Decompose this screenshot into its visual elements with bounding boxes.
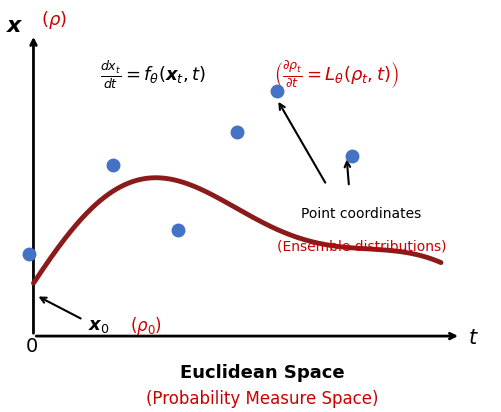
- Text: $t$: $t$: [467, 328, 478, 348]
- Text: $\frac{dx_t}{dt} = f_\theta(\boldsymbol{x}_t, t)$: $\frac{dx_t}{dt} = f_\theta(\boldsymbol{…: [100, 59, 205, 91]
- Text: $\boldsymbol{x}_0$: $\boldsymbol{x}_0$: [88, 317, 110, 335]
- Text: $(\rho)$: $(\rho)$: [41, 9, 67, 31]
- Text: (Probability Measure Space): (Probability Measure Space): [145, 390, 378, 408]
- Text: (Ensemble distributions): (Ensemble distributions): [276, 239, 445, 253]
- Text: Point coordinates: Point coordinates: [301, 207, 421, 221]
- Text: $\boldsymbol{x}$: $\boldsymbol{x}$: [6, 16, 24, 36]
- Text: $(\rho_0)$: $(\rho_0)$: [130, 315, 162, 337]
- Text: Euclidean Space: Euclidean Space: [179, 364, 344, 382]
- Text: $0$: $0$: [25, 337, 38, 356]
- Text: $\left(\frac{\partial \rho_t}{\partial t} = L_\theta(\rho_t, t)\right)$: $\left(\frac{\partial \rho_t}{\partial t…: [274, 59, 398, 91]
